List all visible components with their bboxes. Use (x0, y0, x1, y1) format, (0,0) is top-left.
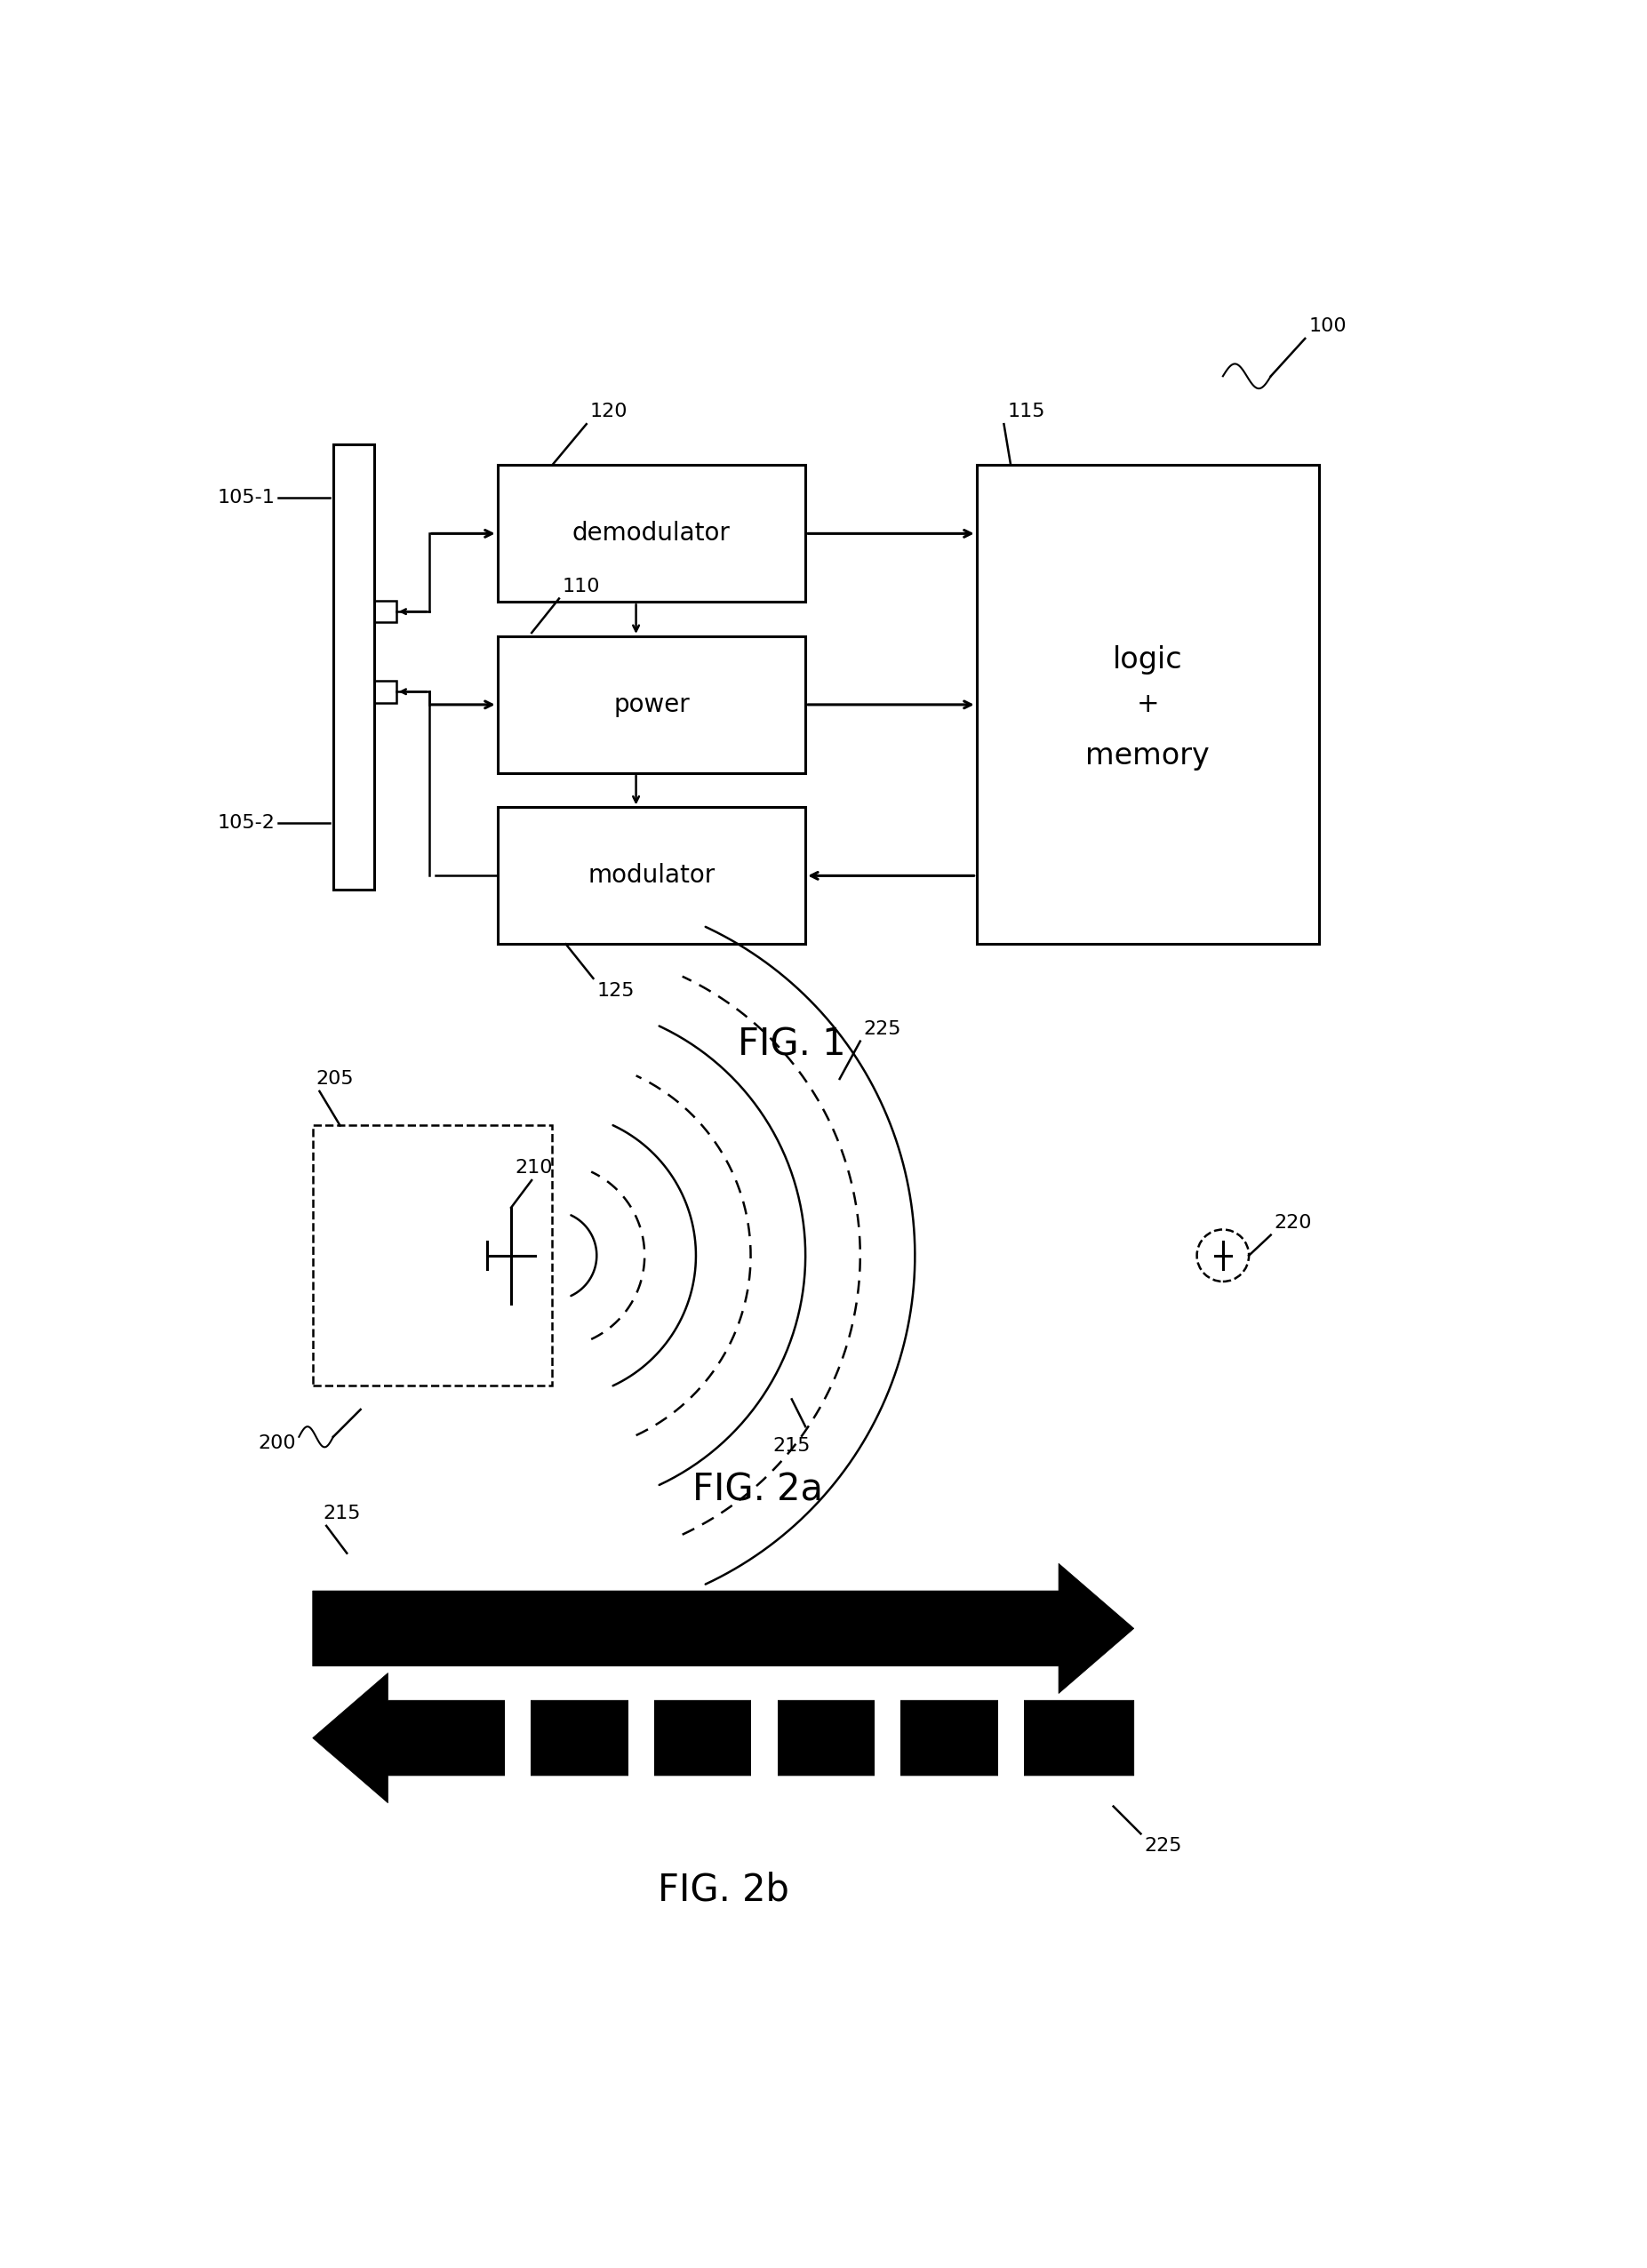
Text: 215: 215 (772, 1438, 810, 1454)
Text: 225: 225 (1145, 1837, 1183, 1855)
Text: 125: 125 (596, 982, 634, 1000)
Text: memory: memory (1085, 742, 1211, 771)
Text: 110: 110 (563, 578, 600, 594)
Text: 115: 115 (1008, 404, 1046, 420)
Text: +: + (1136, 692, 1159, 717)
Text: FIG. 2b: FIG. 2b (657, 1871, 789, 1910)
Bar (497, 465, 805, 601)
Text: 100: 100 (1308, 318, 1346, 336)
Text: 225: 225 (863, 1021, 901, 1039)
Bar (374, 601, 397, 621)
Text: modulator: modulator (588, 864, 715, 889)
Bar (875, 1699, 901, 1778)
Bar (313, 1125, 552, 1386)
Text: logic: logic (1113, 646, 1183, 676)
Text: 105-1: 105-1 (217, 490, 275, 506)
Text: 120: 120 (590, 404, 628, 420)
Text: demodulator: demodulator (573, 522, 731, 547)
Bar (506, 1699, 530, 1778)
Bar (497, 807, 805, 943)
Bar (497, 637, 805, 773)
Text: 200: 200 (257, 1436, 295, 1452)
Bar (751, 1699, 777, 1778)
Polygon shape (313, 1674, 1133, 1803)
Text: 220: 220 (1275, 1213, 1313, 1232)
Bar (628, 1699, 654, 1778)
Bar (333, 445, 374, 889)
Text: 105-2: 105-2 (217, 814, 275, 832)
Bar (977, 465, 1319, 943)
Bar (998, 1699, 1024, 1778)
Text: 215: 215 (323, 1504, 361, 1522)
Text: 205: 205 (316, 1070, 354, 1089)
Text: power: power (613, 692, 690, 717)
Polygon shape (313, 1563, 1133, 1694)
Text: FIG. 2a: FIG. 2a (692, 1472, 824, 1508)
Text: 210: 210 (514, 1159, 552, 1177)
Text: FIG. 1: FIG. 1 (738, 1025, 847, 1064)
Bar (374, 680, 397, 703)
